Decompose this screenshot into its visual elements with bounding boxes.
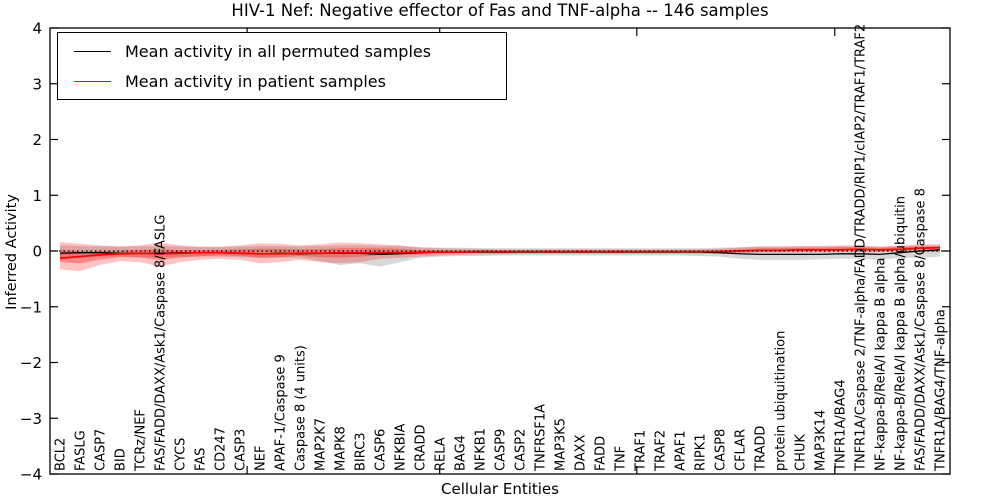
x-tick-label: MAP2K7 <box>314 418 329 471</box>
y-tick-label: 4 <box>32 20 42 38</box>
legend-line-sample-red <box>74 80 111 82</box>
x-tick-label: CRADD <box>414 425 429 472</box>
x-tick-label: TCRz/NEF <box>134 409 149 472</box>
x-tick-label: CASP3 <box>234 429 249 471</box>
x-tick-label: CD247 <box>214 427 229 471</box>
x-tick-label: FASLG <box>74 430 89 471</box>
legend-entry-permuted: Mean activity in all permuted samples <box>58 36 506 66</box>
band-patient-std-outer <box>60 242 940 272</box>
legend-label: Mean activity in patient samples <box>125 71 386 91</box>
x-tick-label: CASP7 <box>94 429 109 471</box>
x-tick-label: CHUK <box>794 434 809 471</box>
x-tick-label: DAXX <box>574 434 589 471</box>
x-tick-label: NF-kappa-B/RelA/I kappa B alpha/ubiquiti… <box>894 196 909 471</box>
y-tick-label: 1 <box>32 187 42 205</box>
x-tick-label: APAF-1/Caspase 9 <box>274 354 289 471</box>
x-tick-label: BCL2 <box>54 438 69 471</box>
x-tick-label: TNFR1A/BAG4/TNF-alpha <box>934 309 949 472</box>
x-tick-label: FAS/FADD/DAXX/Ask1/Caspase 8/FASLG <box>154 215 169 471</box>
x-tick-label: FADD <box>594 436 609 471</box>
x-tick-label: TNF <box>614 446 629 472</box>
x-tick-label: RELA <box>434 437 449 471</box>
x-tick-label: CASP2 <box>514 429 529 471</box>
x-tick-label: Caspase 8 (4 units) <box>294 345 309 471</box>
x-tick-label: TNFR1A/Caspase 2/TNF-alpha/FADD/TRADD/RI… <box>854 24 869 472</box>
y-tick-label: 0 <box>32 243 42 261</box>
y-tick-label: 2 <box>32 131 42 149</box>
x-tick-label: protein ubiquitination <box>774 331 789 471</box>
x-tick-label: MAP3K14 <box>814 410 829 471</box>
x-tick-label: BAG4 <box>454 435 469 471</box>
y-tick-label: 3 <box>32 75 42 93</box>
x-tick-label: MAP3K5 <box>554 418 569 471</box>
legend: Mean activity in all permuted samples Me… <box>57 32 507 100</box>
x-tick-label: NF-kappa-B/RelA/I kappa B alpha <box>874 258 889 471</box>
x-tick-label: BID <box>114 448 129 471</box>
y-tick-label: −1 <box>20 298 42 316</box>
x-tick-label: CASP6 <box>374 429 389 471</box>
x-tick-label: CASP8 <box>714 429 729 471</box>
legend-label: Mean activity in all permuted samples <box>125 41 432 61</box>
legend-line-sample-black <box>74 50 111 52</box>
x-tick-label: APAF1 <box>674 430 689 471</box>
chart-title: HIV-1 Nef: Negative effector of Fas and … <box>231 1 769 20</box>
legend-entry-patient: Mean activity in patient samples <box>58 66 506 96</box>
x-tick-label: TNFR1A/BAG4 <box>834 379 849 472</box>
x-tick-label: TNFRSF1A <box>534 404 549 472</box>
x-tick-label: NFKBIA <box>394 424 409 471</box>
x-tick-label: RIPK1 <box>694 433 709 471</box>
x-tick-label: NFKB1 <box>474 428 489 471</box>
x-tick-label: CYCS <box>174 438 189 471</box>
x-tick-label: FAS/FADD/DAXX/Ask1/Caspase 8/Caspase 8 <box>914 188 929 471</box>
x-axis-label: Cellular Entities <box>441 480 559 498</box>
x-tick-label: NEF <box>254 446 269 471</box>
x-tick-label: FAS <box>194 448 209 471</box>
x-tick-label: TRAF2 <box>654 430 669 472</box>
x-tick-label: MAPK8 <box>334 426 349 471</box>
y-tick-label: −4 <box>20 466 42 484</box>
x-tick-label: TRADD <box>754 426 769 472</box>
x-tick-label: BIRC3 <box>354 433 369 472</box>
x-tick-label: CFLAR <box>734 429 749 471</box>
y-tick-label: −3 <box>20 410 42 428</box>
x-tick-label: CASP9 <box>494 429 509 471</box>
y-tick-label: −2 <box>20 354 42 372</box>
x-tick-label: TRAF1 <box>634 430 649 472</box>
